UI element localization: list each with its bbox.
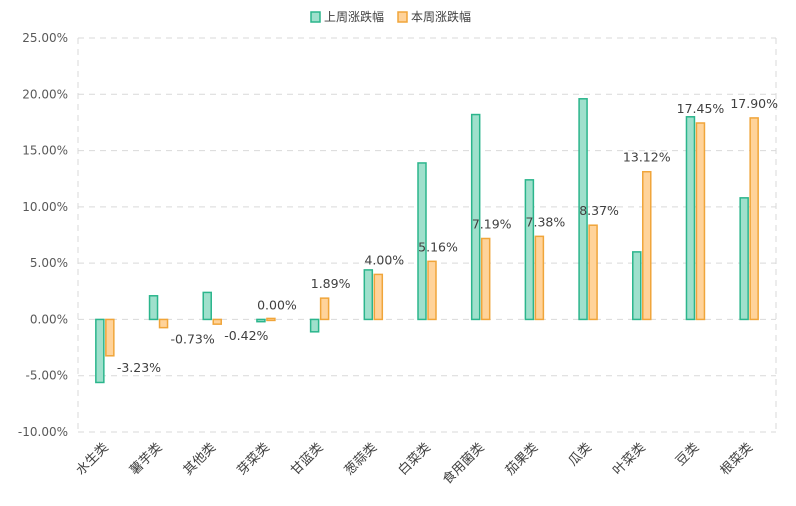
bar-last-week (685, 116, 696, 321)
bar-last-week (739, 197, 749, 321)
x-tick-label: 芽菜类 (235, 440, 273, 478)
y-tick-label: 10.00% (22, 200, 68, 214)
bar-this-week (749, 117, 759, 321)
x-tick-label: 瓜类 (566, 440, 595, 469)
x-tick-label: 白菜类 (395, 440, 434, 479)
bar-layer (95, 98, 759, 384)
y-tick-label: 5.00% (30, 256, 68, 270)
y-tick-label: -10.00% (18, 425, 68, 439)
bar-this-week (373, 273, 384, 321)
bar-this-week (427, 260, 437, 321)
data-label: 5.16% (418, 239, 458, 254)
x-tick-label: 茄果类 (503, 440, 541, 478)
bar-last-week (95, 318, 105, 384)
bar-last-week (309, 318, 320, 333)
data-label: 0.00% (257, 297, 297, 312)
x-tick-label: 食用菌类 (439, 440, 487, 488)
y-tick-label: 15.00% (22, 144, 68, 158)
bar-this-week (480, 237, 491, 321)
bar-last-week (363, 269, 374, 321)
bar-this-week (588, 224, 598, 321)
legend-label: 上周涨跌幅 (324, 9, 384, 24)
x-tick-label: 叶菜类 (610, 440, 648, 478)
bar-last-week (632, 251, 642, 321)
bar-this-week (695, 122, 706, 321)
bar-this-week (319, 297, 330, 321)
data-label: 7.38% (526, 214, 566, 229)
x-tick-label: 薯芋类 (127, 440, 165, 478)
x-tick-label: 甘蓝类 (288, 440, 326, 478)
bar-last-week (256, 318, 266, 323)
x-tick-label: 豆类 (673, 440, 702, 469)
x-tick-label: 水生类 (73, 440, 111, 478)
bar-this-week (642, 170, 652, 321)
data-label: 7.19% (472, 216, 512, 231)
data-label: 13.12% (623, 150, 671, 165)
data-label: 17.45% (677, 101, 725, 116)
data-label: -3.23% (117, 360, 161, 375)
bar-last-week (417, 162, 427, 321)
data-label: 8.37% (579, 203, 619, 218)
y-tick-label: -5.00% (26, 369, 68, 383)
bar-last-week (202, 291, 212, 321)
bar-this-week (105, 318, 115, 357)
data-label: 4.00% (364, 252, 404, 267)
data-label: 1.89% (311, 276, 351, 291)
grid-layer (77, 37, 777, 433)
y-tick-label: 0.00% (30, 312, 68, 326)
bar-last-week (578, 98, 588, 321)
bar-this-week (266, 317, 276, 322)
bar-last-week (470, 113, 481, 321)
bar-last-week (148, 295, 159, 321)
y-tick-label: 20.00% (22, 87, 68, 101)
data-label: -0.73% (171, 332, 215, 347)
y-tick-label: 25.00% (22, 31, 68, 45)
data-label-layer: -3.23% -0.73% -0.42% 0.00% 1.89% 4.00% 5.16% 7.… (117, 96, 778, 375)
bar-this-week (158, 318, 169, 329)
data-label: 17.90% (730, 96, 778, 111)
legend-label: 本周涨跌幅 (411, 9, 471, 24)
bar-last-week (524, 179, 535, 321)
x-tick-label: 其他类 (181, 440, 219, 478)
legend-swatch (310, 11, 321, 23)
legend: 上周涨跌幅 本周涨跌幅 (310, 9, 471, 24)
bar-this-week (212, 318, 222, 325)
legend-swatch (397, 11, 408, 23)
bar-this-week (534, 235, 545, 321)
x-tick-label: 根菜类 (718, 440, 756, 478)
x-tick-label: 葱蒜类 (342, 440, 380, 478)
data-label: -0.42% (224, 328, 268, 343)
